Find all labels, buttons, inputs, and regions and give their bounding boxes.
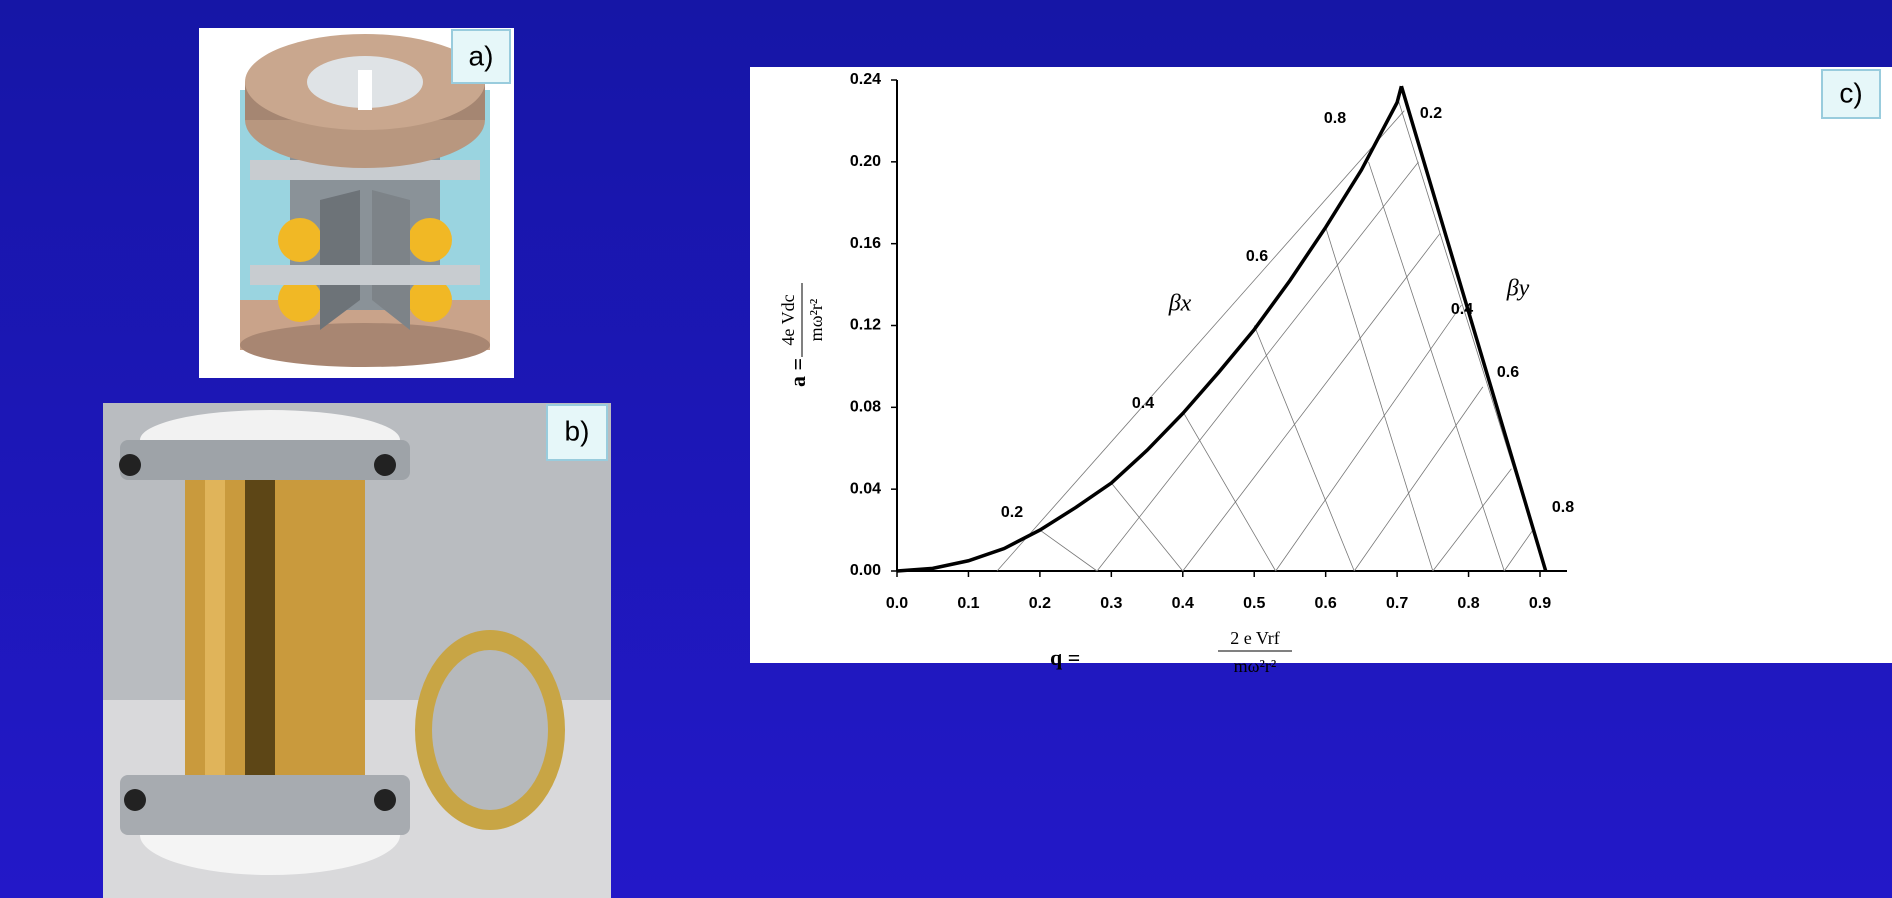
beta-value: 0.4: [1451, 301, 1473, 318]
x-label-num: 2 e Vrf: [1230, 628, 1280, 648]
beta-value: 0.8: [1324, 110, 1346, 127]
beta-value: 0.8: [1552, 499, 1574, 516]
beta-value: 0.2: [1420, 105, 1442, 122]
x-tick-label: 0.7: [1386, 595, 1408, 612]
y-label-den: mω²r²: [806, 299, 826, 342]
panel-label: a): [469, 40, 494, 71]
beta-value: 0.4: [1132, 395, 1154, 412]
panel-label: c): [1839, 77, 1862, 108]
y-label-num: 4e Vdc: [778, 294, 798, 345]
x-tick-label: 0.1: [957, 595, 979, 612]
slide-canvas: a) b) c) q = 2 e Vrf mω²r² a = 4e Vdc mω…: [0, 0, 1892, 898]
x-label-lhs: q =: [1050, 645, 1080, 670]
y-tick-label: 0.24: [850, 71, 881, 88]
x-tick-label: 0.8: [1457, 595, 1479, 612]
photo-image: [103, 403, 611, 898]
beta-label: βx: [1168, 291, 1192, 317]
y-tick-label: 0.12: [850, 317, 881, 334]
x-label-den: mω²r²: [1234, 656, 1277, 676]
beta-value: 0.6: [1497, 364, 1519, 381]
y-tick-label: 0.00: [850, 562, 881, 579]
y-tick-label: 0.20: [850, 153, 881, 170]
x-tick-label: 0.0: [886, 595, 908, 612]
y-label-lhs: a =: [785, 358, 810, 387]
x-tick-label: 0.2: [1029, 595, 1051, 612]
beta-label: βy: [1506, 276, 1530, 302]
y-tick-label: 0.08: [850, 399, 881, 416]
beta-value: 0.6: [1246, 248, 1268, 265]
x-tick-label: 0.5: [1243, 595, 1265, 612]
beta-value: 0.2: [1001, 504, 1023, 521]
y-tick-label: 0.04: [850, 480, 881, 497]
panel-label: b): [565, 415, 590, 446]
x-tick-label: 0.9: [1529, 595, 1551, 612]
y-tick-label: 0.16: [850, 235, 881, 252]
x-tick-label: 0.4: [1172, 595, 1194, 612]
chart-background: [750, 67, 1892, 663]
x-tick-label: 0.3: [1100, 595, 1122, 612]
x-tick-label: 0.6: [1315, 595, 1337, 612]
slide: {"panels":[{"label":"a)"},{"label":"b)"}…: [0, 0, 1892, 898]
